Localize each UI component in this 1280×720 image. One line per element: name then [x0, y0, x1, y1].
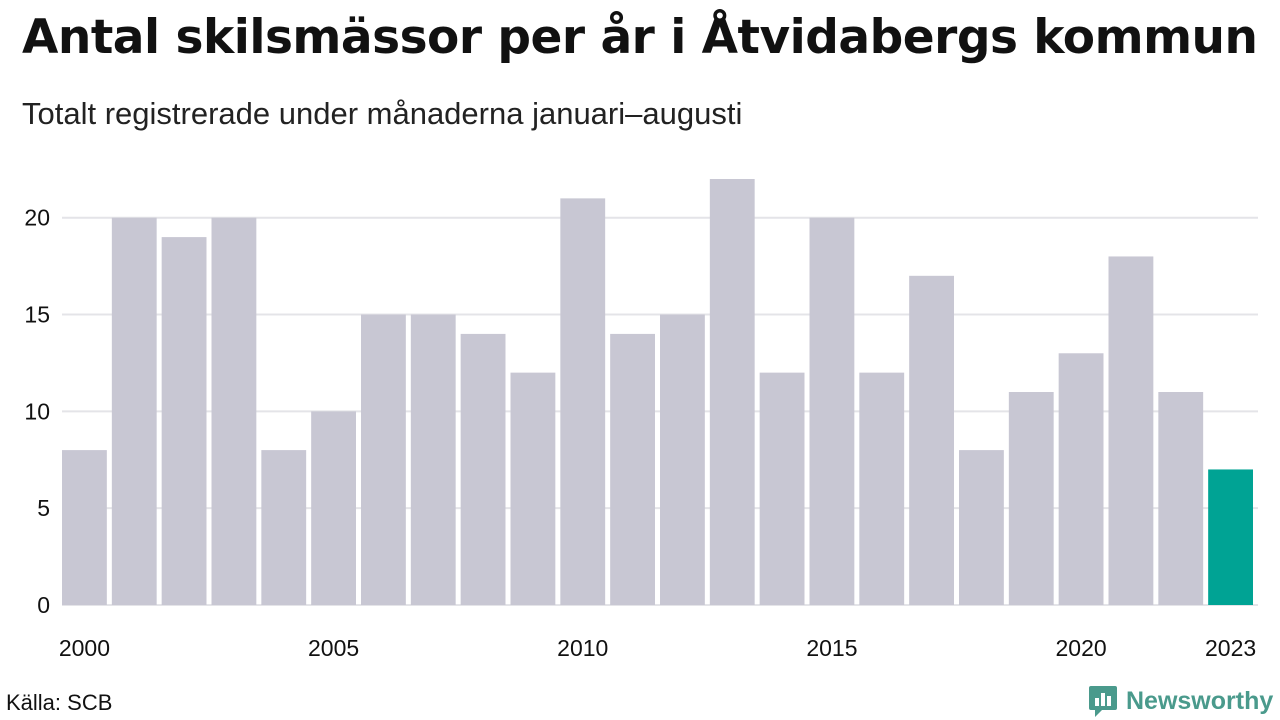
bar-2010	[560, 198, 606, 605]
bar-2016	[859, 372, 905, 605]
bar-2015	[809, 217, 855, 605]
bar-2023	[1208, 469, 1253, 605]
x-tick-label: 2000	[59, 635, 110, 661]
brand-logo: Newsworthy	[1088, 684, 1273, 718]
bar-2014	[759, 372, 805, 605]
brand-name: Newsworthy	[1126, 686, 1274, 715]
y-tick-label: 10	[24, 398, 50, 424]
bar-2007	[410, 314, 456, 605]
bars	[62, 179, 1253, 605]
bar-2011	[610, 333, 655, 605]
y-tick-label: 15	[24, 302, 50, 328]
bar-2018	[959, 450, 1004, 605]
bar-chart: 0 5 10 15 20 2000 2005 2010 2015 2020 2023	[24, 179, 1258, 661]
bar-2021	[1108, 256, 1154, 605]
x-tick-label: 2020	[1055, 635, 1106, 661]
chart-subtitle: Totalt registrerade under månaderna janu…	[22, 96, 743, 131]
source-note: Källa: SCB	[6, 690, 113, 715]
x-tick-label: 2015	[806, 635, 857, 661]
bar-2017	[909, 275, 954, 605]
x-axis-ticks: 2000 2005 2010 2015 2020 2023	[59, 635, 1256, 661]
bar-chart-speech-icon	[1089, 686, 1117, 717]
bar-2020	[1058, 353, 1104, 605]
y-axis-ticks: 0 5 10 15 20	[24, 205, 50, 618]
bar-2008	[460, 333, 506, 605]
bar-2003	[211, 217, 257, 605]
bar-2013	[709, 179, 755, 605]
x-tick-label: 2023	[1205, 635, 1256, 661]
y-tick-label: 0	[37, 592, 50, 618]
chart-title: Antal skilsmässor per år i Åtvidabergs k…	[22, 10, 1258, 65]
bar-2001	[111, 217, 157, 605]
x-tick-label: 2010	[557, 635, 608, 661]
bar-2009	[510, 372, 556, 605]
bar-2005	[311, 411, 356, 605]
bar-2019	[1008, 392, 1054, 605]
bar-2004	[261, 450, 307, 605]
y-tick-label: 20	[24, 205, 50, 231]
bar-2002	[161, 237, 207, 605]
bar-2012	[660, 314, 705, 605]
x-tick-label: 2005	[308, 635, 359, 661]
bar-2006	[361, 314, 406, 605]
bar-2000	[62, 450, 107, 605]
bar-2022	[1158, 392, 1204, 605]
y-tick-label: 5	[37, 495, 50, 521]
